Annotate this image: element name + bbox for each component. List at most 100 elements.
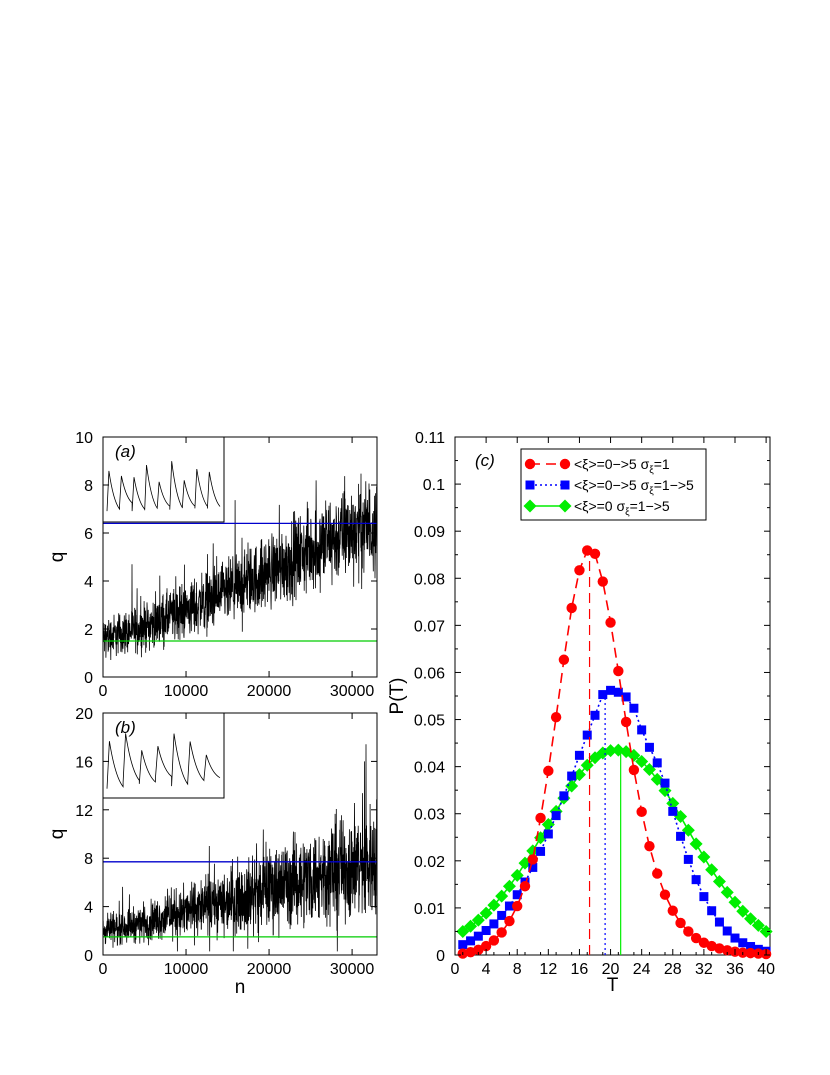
- legend-marker: [524, 458, 536, 470]
- y-tick-label: 8: [84, 851, 93, 868]
- data-point: [512, 900, 523, 912]
- data-point: [714, 917, 724, 927]
- data-point: [705, 863, 719, 877]
- data-point: [565, 779, 579, 793]
- plot-frame: [102, 436, 378, 678]
- legend: <ξ>=0−>5 σξ=1<ξ>=0−>5 σξ=1−>5<ξ>=0 σξ=1−…: [520, 448, 707, 521]
- legend-label: <ξ>=0−>5 σξ=1: [574, 456, 670, 476]
- y-axis-label: P(T): [387, 678, 408, 715]
- y-tick-label: 4: [84, 900, 93, 917]
- data-point: [496, 927, 507, 938]
- y-tick-label: 0.01: [414, 901, 445, 918]
- panel-label: (b): [115, 718, 136, 737]
- data-point: [567, 771, 577, 781]
- panel-a: (a) 0 10000 20000 30000 0 2 4 6 8 10 q: [47, 430, 378, 700]
- panel-label: (a): [115, 442, 136, 461]
- y-tick-label: 12: [75, 803, 93, 820]
- data-point: [728, 895, 742, 909]
- data-point: [597, 576, 608, 587]
- data-point: [574, 750, 584, 760]
- inset-box: [102, 436, 225, 523]
- x-tick-label: 20000: [247, 683, 292, 700]
- data-point: [736, 904, 750, 918]
- y-tick-label: 0.03: [414, 807, 445, 824]
- x-tick-label: 12: [539, 961, 557, 978]
- series-line: [462, 689, 767, 952]
- legend-label-sub: ξ: [649, 486, 654, 497]
- y-tick-label: 0.07: [414, 618, 445, 635]
- data-point: [487, 898, 501, 912]
- data-point: [519, 881, 531, 892]
- x-tick-label: 16: [571, 961, 589, 978]
- data-point: [559, 791, 569, 801]
- y-tick-label: 4: [84, 574, 93, 591]
- x-tick-label: 4: [482, 961, 491, 978]
- legend-label-tail: =1: [654, 456, 670, 472]
- data-trace: [102, 473, 378, 661]
- data-point: [526, 844, 540, 858]
- data-point: [707, 906, 717, 916]
- data-point: [636, 806, 647, 818]
- data-point: [497, 910, 507, 920]
- data-point: [620, 716, 632, 728]
- data-point: [504, 915, 515, 927]
- data-point: [683, 926, 694, 937]
- x-tick-label: 0: [99, 683, 108, 700]
- data-point: [480, 940, 492, 952]
- data-point: [605, 617, 616, 628]
- legend-marker: [559, 458, 571, 470]
- legend-marker: [523, 499, 537, 513]
- data-point: [637, 725, 647, 735]
- data-point: [535, 812, 546, 824]
- inset-sawtooth: [106, 461, 221, 512]
- data-point: [613, 665, 624, 677]
- legend-label-sub: ξ: [649, 465, 654, 476]
- x-tick-label: 28: [664, 961, 682, 978]
- legend-label: <ξ>=0 σξ=1−>5: [574, 498, 670, 518]
- data-point: [464, 919, 478, 933]
- data-point: [473, 931, 483, 941]
- panel-b: (b) 0 10000 20000 30000 0 4 8 12 16 20 q n: [47, 706, 378, 998]
- legend-label-sub: ξ: [625, 507, 630, 518]
- y-tick-label: 0.06: [414, 665, 445, 682]
- data-point: [551, 811, 561, 821]
- inset-sawtooth: [106, 733, 221, 789]
- data-point: [652, 868, 663, 879]
- x-tick-label: 0: [99, 961, 108, 978]
- x-tick-label: 10000: [164, 683, 209, 700]
- data-point: [720, 885, 734, 899]
- data-point: [746, 942, 756, 952]
- y-tick-label: 0.08: [414, 571, 445, 588]
- y-tick-label: 16: [75, 754, 93, 771]
- y-tick-label: 0.09: [414, 524, 445, 541]
- legend-label-main: <ξ>=0−>5 σ: [574, 477, 650, 493]
- data-point: [582, 730, 592, 740]
- legend-label-tail: =1−>5: [630, 498, 670, 514]
- data-point: [676, 831, 686, 841]
- y-tick-label: 0.1: [423, 477, 445, 494]
- legend-label-tail: =1−>5: [654, 477, 694, 493]
- data-point: [528, 862, 538, 872]
- x-axis-label: n: [235, 977, 246, 998]
- data-point: [471, 913, 485, 927]
- data-point: [714, 943, 725, 954]
- data-point: [668, 806, 678, 816]
- data-point: [621, 692, 631, 702]
- y-tick-label: 10: [75, 430, 93, 447]
- x-tick-label: 30000: [330, 683, 375, 700]
- y-tick-label: 0.04: [414, 760, 445, 777]
- y-tick-label: 0.05: [414, 713, 445, 730]
- data-point: [759, 924, 773, 938]
- y-tick-label: 6: [84, 526, 93, 543]
- legend-label: <ξ>=0−>5 σξ=1−>5: [574, 477, 694, 497]
- data-point: [652, 758, 662, 768]
- data-point: [698, 937, 710, 948]
- data-point: [660, 778, 670, 788]
- y-tick-label: 0.11: [415, 430, 445, 447]
- data-point: [481, 926, 491, 936]
- x-tick-label: 36: [726, 961, 744, 978]
- data-point: [635, 754, 649, 768]
- data-point: [675, 917, 686, 929]
- data-point: [527, 854, 538, 865]
